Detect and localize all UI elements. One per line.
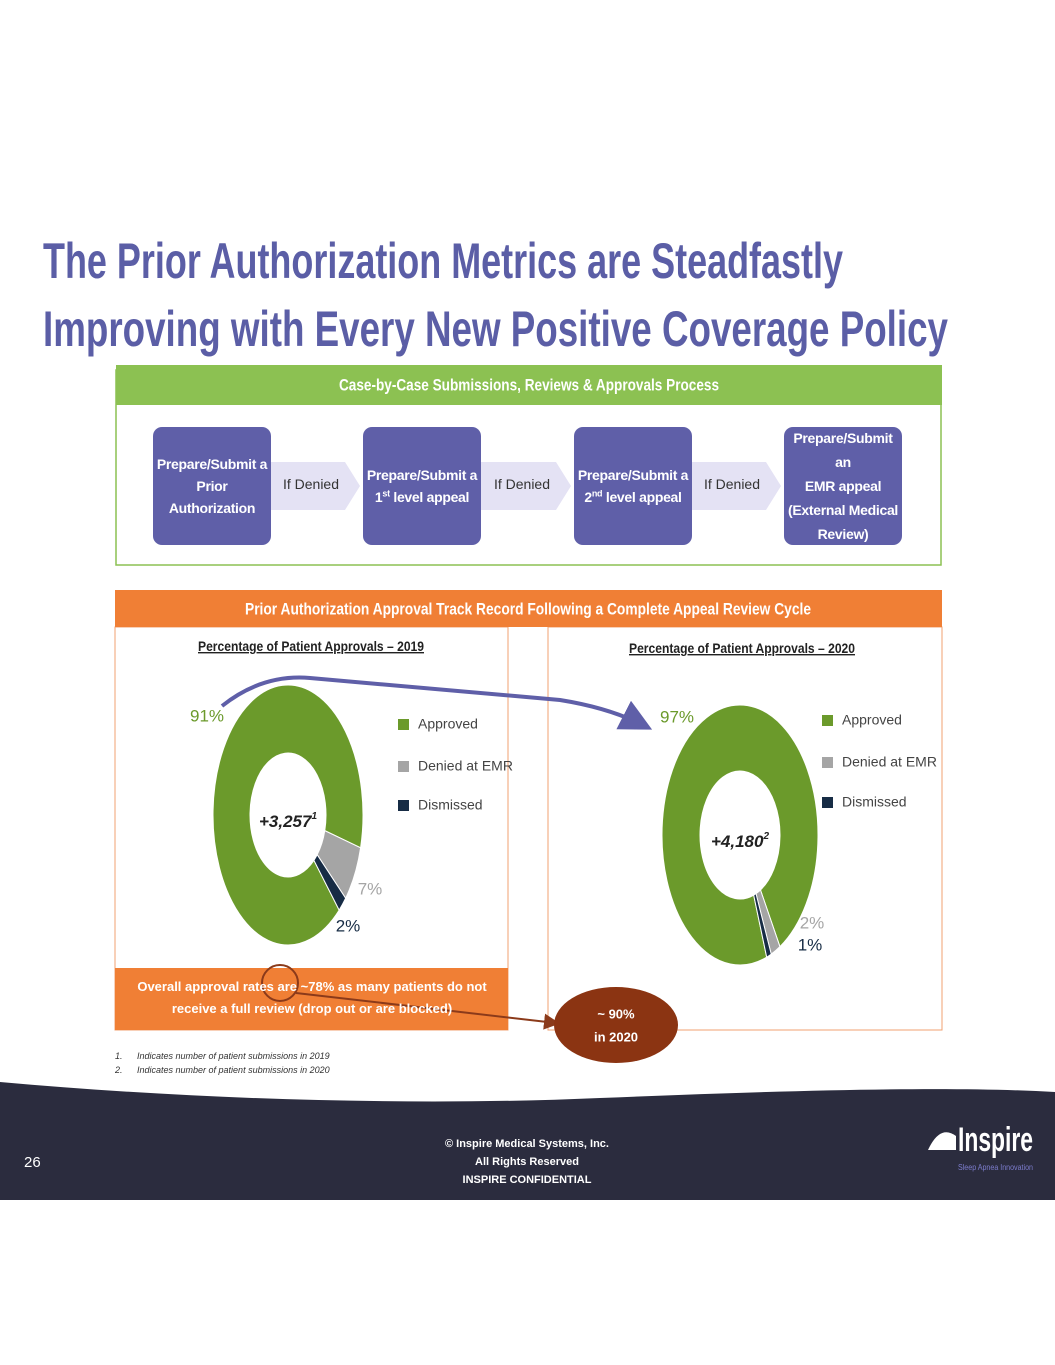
- step-text: nd: [591, 488, 603, 499]
- footnote-marker: 2.: [115, 1065, 123, 1075]
- donut-segment: [313, 853, 347, 912]
- step-text: Prepare/Submit an: [793, 430, 893, 470]
- arrow: [692, 462, 781, 510]
- legend-label: Denied at EMR: [418, 758, 513, 774]
- footer-band: [0, 1082, 1055, 1200]
- step-text: (External Medical: [787, 502, 899, 518]
- step-text: Prepare/Submit a: [577, 467, 689, 483]
- note-box: [115, 968, 508, 1030]
- connector-label: If Denied: [282, 476, 340, 492]
- footnote-text: Indicates number of patient submissions …: [137, 1051, 330, 1061]
- step-text: Review): [817, 526, 869, 542]
- arrow: [271, 462, 360, 510]
- center-note: 2: [762, 831, 769, 842]
- center-note: 1: [311, 811, 317, 822]
- center-value: +4,180: [711, 832, 764, 851]
- legend-label: Denied at EMR: [842, 754, 937, 770]
- page-number: 26: [24, 1154, 41, 1171]
- chart-title: Percentage of Patient Approvals – 2020: [629, 640, 855, 656]
- footnote-text: Indicates number of patient submissions …: [137, 1065, 330, 1075]
- step-text: Prior Authorization: [168, 478, 256, 516]
- legend-swatch: [398, 761, 409, 772]
- legend-swatch: [822, 715, 833, 726]
- step-text: st: [382, 488, 390, 499]
- process-step: Prepare/Submit a Prior Authorization: [153, 427, 271, 545]
- track-title: Prior Authorization Approval Track Recor…: [245, 599, 811, 618]
- center-label: +3,2571: [259, 811, 317, 832]
- step-text: Prepare/Submit a: [366, 467, 478, 483]
- process-step: Prepare/Submit a 2nd level appeal: [574, 427, 692, 545]
- footnote-marker: 1.: [115, 1051, 123, 1061]
- center-label: +4,1802: [711, 831, 769, 852]
- value-label: 91%: [190, 706, 224, 725]
- note: Overall approval rates are ~78% as many …: [137, 979, 487, 1016]
- center-value: +3,257: [259, 812, 313, 831]
- legend-label: Approved: [418, 716, 478, 732]
- callout-text: in 2020: [594, 1029, 638, 1044]
- panel: [547, 626, 943, 1031]
- step-text: 1: [374, 489, 383, 505]
- arrow: [481, 462, 571, 510]
- process-step: Prepare/Submit a 1st level appeal: [363, 427, 481, 545]
- legend-swatch: [822, 757, 833, 768]
- donut-segment: [753, 892, 772, 958]
- trend-arrow: [220, 675, 653, 730]
- step-text: level appeal: [602, 489, 682, 505]
- value-label: 2%: [336, 916, 361, 935]
- callout-text: ~ 90%: [597, 1006, 635, 1021]
- value-label: 7%: [358, 879, 383, 898]
- value-label: 97%: [660, 707, 694, 726]
- chart-title: Percentage of Patient Approvals – 2019: [198, 638, 424, 654]
- process-header: [116, 365, 942, 405]
- step-text: 2: [584, 489, 592, 505]
- legend-swatch: [398, 800, 409, 811]
- step-text: level appeal: [389, 489, 470, 505]
- charts: Percentage of Patient Approvals – 2019 91…: [190, 638, 937, 966]
- legend-label: Dismissed: [418, 797, 483, 813]
- track-header: [115, 590, 942, 627]
- highlight-circle: [261, 964, 299, 1002]
- legend-swatch: [822, 797, 833, 808]
- connector-label: If Denied: [703, 476, 761, 492]
- value-label: 2%: [800, 913, 825, 932]
- legend-label: Approved: [842, 712, 902, 728]
- logo-mark: [928, 1132, 956, 1150]
- donut-segment: [212, 684, 364, 946]
- process-step: Prepare/Submit an EMR appeal (External M…: [784, 427, 902, 545]
- step-text: Prepare/Submit a: [156, 456, 268, 472]
- copyright: INSPIRE CONFIDENTIAL: [463, 1174, 592, 1186]
- copyright: All Rights Reserved: [475, 1156, 579, 1168]
- donut-segment: [661, 704, 819, 966]
- legend-swatch: [398, 719, 409, 730]
- callout: [554, 987, 678, 1063]
- process-title: Case-by-Case Submissions, Reviews & Appr…: [339, 375, 719, 394]
- title-line: Improving with Every New Positive Covera…: [43, 301, 948, 357]
- tagline: Sleep Apnea Innovation: [958, 1163, 1033, 1172]
- step-text: EMR appeal: [804, 478, 882, 494]
- connector-label: If Denied: [493, 476, 551, 492]
- title-line: The Prior Authorization Metrics are Stea…: [43, 233, 843, 289]
- callout-arrow: [295, 992, 560, 1030]
- legend-label: Dismissed: [842, 794, 907, 810]
- footnotes: 1. Indicates number of patient submission…: [115, 1049, 330, 1077]
- logo: Inspire: [958, 1121, 1033, 1159]
- copyright: © Inspire Medical Systems, Inc.: [445, 1138, 609, 1150]
- value-label: 1%: [798, 935, 823, 954]
